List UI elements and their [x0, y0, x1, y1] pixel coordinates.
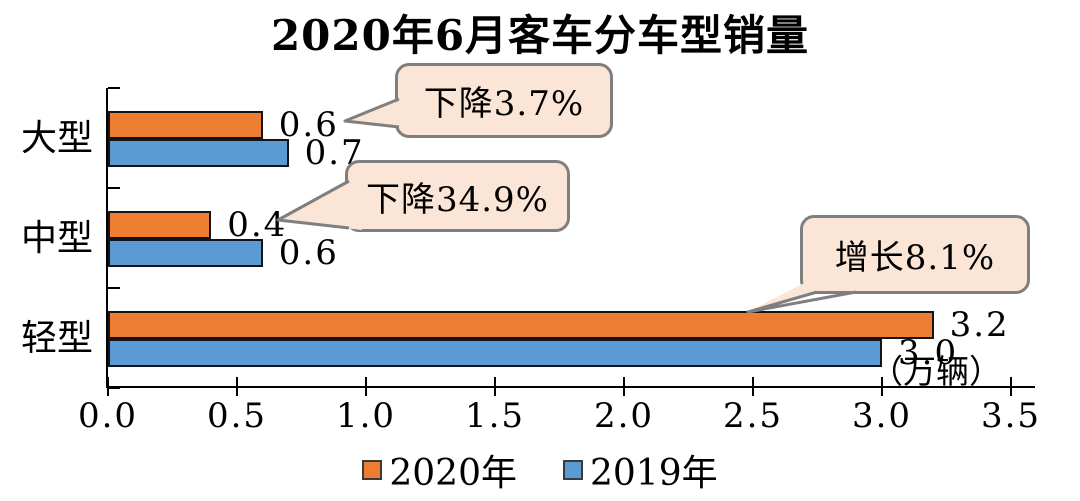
category-label-large: 大型 — [20, 118, 93, 159]
value-label-2020-large: 0.6 — [278, 105, 339, 145]
legend-label-2019: 2019年 — [590, 453, 718, 494]
callout-large-decline-text: 下降3.7% — [423, 84, 585, 124]
x-tick-label-1.5: 1.5 — [464, 396, 526, 436]
x-tick-label-0.5: 0.5 — [206, 396, 268, 436]
x-tick-3.0 — [881, 377, 883, 396]
legend-swatch-2019 — [563, 460, 583, 480]
bar-2020-light — [108, 311, 934, 339]
legend-item-2020: 2020年 — [362, 444, 517, 496]
x-axis-line — [106, 386, 1035, 388]
x-tick-label-2.5: 2.5 — [722, 396, 784, 436]
value-label-2020-light: 3.2 — [949, 305, 1010, 345]
axis-unit-label: （万辆） — [870, 352, 1002, 391]
plot-area: 0.6 0.7 0.4 0.6 3.2 3.0 — [108, 88, 1011, 388]
category-label-medium: 中型 — [20, 218, 93, 259]
x-tick-label-3.0: 3.0 — [851, 396, 913, 436]
legend: 2020年 2019年 — [0, 444, 1080, 496]
x-tick-label-3.5: 3.5 — [980, 396, 1042, 436]
x-tick-0.0 — [107, 377, 109, 396]
bar-2020-medium — [108, 211, 212, 239]
x-tick-label-1.0: 1.0 — [335, 396, 397, 436]
value-label-2020-medium: 0.4 — [227, 205, 288, 245]
legend-swatch-2020 — [362, 460, 383, 480]
y-axis-line — [106, 88, 108, 388]
x-tick-1.0 — [365, 377, 367, 396]
callout-large-decline: 下降3.7% — [395, 63, 613, 138]
x-tick-0.5 — [236, 377, 238, 396]
callout-light-growth: 增长8.1% — [800, 215, 1030, 294]
bar-2019-large — [108, 139, 289, 167]
y-tick-2 — [108, 287, 120, 289]
bar-2019-medium — [108, 239, 263, 267]
bar-2019-light — [108, 339, 882, 367]
y-tick-3 — [108, 387, 120, 389]
bar-2020-large — [108, 111, 263, 139]
x-tick-1.5 — [494, 377, 496, 396]
callout-light-growth-text: 增长8.1% — [834, 238, 996, 278]
y-tick-1 — [108, 187, 120, 189]
category-label-light: 轻型 — [20, 318, 93, 359]
x-tick-3.5 — [1010, 377, 1012, 396]
value-label-2019-medium: 0.6 — [278, 233, 339, 273]
callout-medium-decline: 下降34.9% — [345, 160, 570, 232]
legend-label-2020: 2020年 — [389, 453, 517, 494]
chart-title: 2020年6月客车分车型销量 — [270, 11, 810, 60]
y-tick-0 — [108, 87, 120, 89]
x-tick-label-2.0: 2.0 — [593, 396, 655, 436]
value-label-2019-light: 3.0 — [898, 333, 959, 373]
x-tick-2.5 — [752, 377, 754, 396]
legend-item-2019: 2019年 — [563, 444, 718, 496]
x-tick-2.0 — [623, 377, 625, 396]
callout-medium-decline-text: 下降34.9% — [365, 179, 549, 220]
x-tick-label-0.0: 0.0 — [77, 396, 139, 436]
